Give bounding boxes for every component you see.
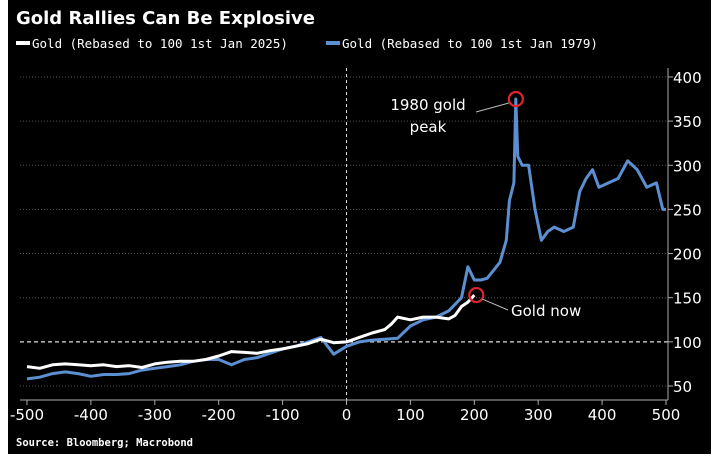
legend-label-2025: Gold (Rebased to 100 1st Jan 2025) xyxy=(32,36,288,51)
x-tick-label: 500 xyxy=(652,406,681,424)
peak-marker-circle xyxy=(507,90,524,108)
peak-annotation-label: peak xyxy=(410,118,447,136)
y-tick-label: 50 xyxy=(673,378,692,396)
x-tick-label: -300 xyxy=(138,406,172,424)
now-annotation-label: Gold now xyxy=(511,302,581,320)
now-leader-line xyxy=(482,298,509,311)
x-tick-label: -400 xyxy=(74,406,108,424)
peak-annotation-label: 1980 gold xyxy=(390,96,465,114)
y-tick-label: 250 xyxy=(673,201,702,219)
y-tick-label: 350 xyxy=(673,113,702,131)
legend-label-1979: Gold (Rebased to 100 1st Jan 1979) xyxy=(342,36,598,51)
y-tick-label: 200 xyxy=(673,246,702,264)
legend-swatch-1979 xyxy=(326,41,340,45)
series-line-2025-rebased xyxy=(26,294,476,370)
chart-background xyxy=(8,0,711,454)
y-tick-label: 400 xyxy=(673,69,702,87)
legend-swatch-2025 xyxy=(16,41,30,45)
x-tick-label: 400 xyxy=(588,406,617,424)
x-tick-label: -100 xyxy=(266,406,300,424)
peak-leader-line xyxy=(475,102,509,113)
x-tick-label: 100 xyxy=(396,406,425,424)
now-marker-circle xyxy=(468,286,485,304)
x-tick-label: 300 xyxy=(524,406,553,424)
y-tick-label: 150 xyxy=(673,290,702,308)
y-tick-label: 100 xyxy=(673,334,702,352)
x-tick-label: -200 xyxy=(202,406,236,424)
chart-title: Gold Rallies Can Be Explosive xyxy=(16,8,315,29)
legend: Gold (Rebased to 100 1st Jan 2025) Gold … xyxy=(16,36,598,51)
x-tick-label: 200 xyxy=(460,406,489,424)
x-tick-label: -500 xyxy=(10,406,44,424)
y-tick-label: 300 xyxy=(673,157,702,175)
x-tick-label: 0 xyxy=(342,406,352,424)
source-note: Source: Bloomberg; Macrobond xyxy=(16,437,193,449)
